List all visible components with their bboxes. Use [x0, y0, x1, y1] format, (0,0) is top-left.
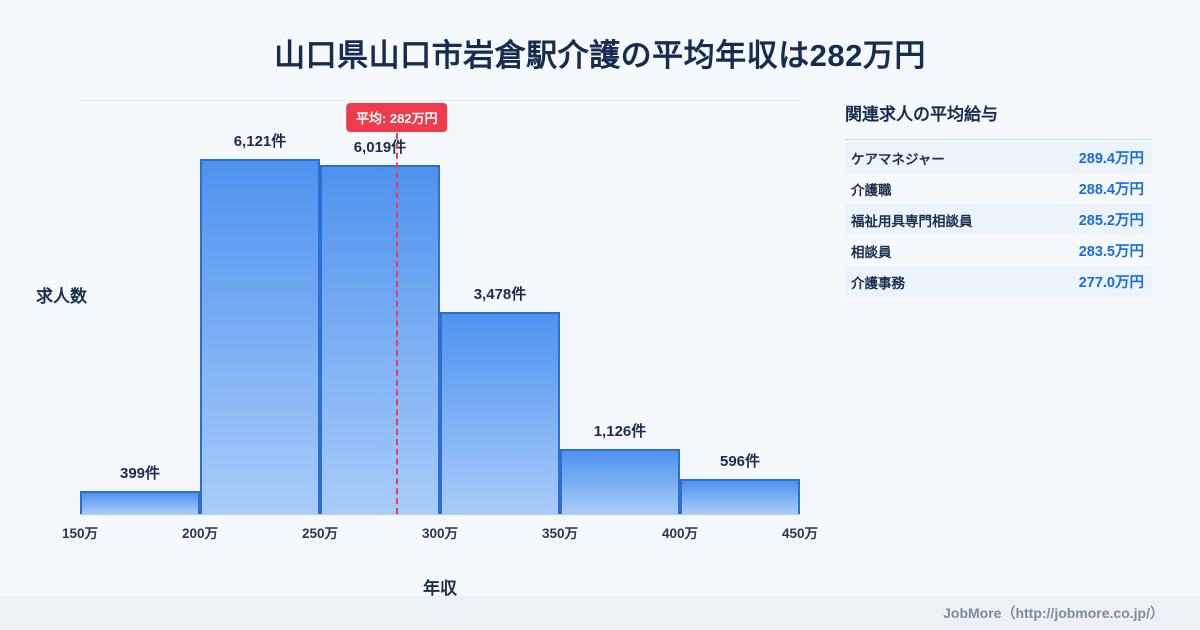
- related-job-name: ケアマネジャー: [851, 151, 945, 167]
- x-axis-ticks: 150万 200万 250万 300万 350万 400万 450万: [62, 514, 818, 544]
- x-tick-label: 300万: [421, 526, 459, 541]
- bar-value-label: 1,126件: [593, 423, 647, 440]
- related-job-value: 277.0万円: [1078, 275, 1144, 291]
- related-job-row: 介護事務 277.0万円: [845, 266, 1152, 297]
- x-tick-label: 450万: [781, 526, 819, 541]
- bar-value-label: 6,121件: [233, 133, 287, 150]
- histogram-plot: 399件 6,121件 6,019件 3,478件 1,126件 596件 平均: 282…: [62, 100, 818, 541]
- panel-divider: [845, 139, 1152, 140]
- histogram-bin: 399件: [80, 101, 200, 514]
- related-jobs-list: ケアマネジャー 289.4万円介護職 288.4万円福祉用具専門相談員 285.2万円…: [845, 142, 1152, 297]
- related-job-row: 福祉用具専門相談員 285.2万円: [845, 204, 1152, 235]
- histogram-bin: 596件: [680, 101, 800, 514]
- histogram-bin: 1,126件: [560, 101, 680, 514]
- histogram-bin: 6,019件: [320, 101, 440, 514]
- bar-value-label: 3,478件: [473, 286, 527, 303]
- histogram-bin: 6,121件: [200, 101, 320, 514]
- related-job-name: 介護事務: [851, 275, 905, 291]
- related-jobs-panel: 関連求人の平均給与 ケアマネジャー 289.4万円介護職 288.4万円福祉用具専門…: [845, 100, 1152, 297]
- average-line: [395, 133, 398, 514]
- related-jobs-title: 関連求人の平均給与: [845, 105, 998, 124]
- bars-container: 399件 6,121件 6,019件 3,478件 1,126件 596件: [80, 101, 800, 514]
- bar-value-label: 399件: [119, 465, 161, 482]
- footer-bar: JobMore（http://jobmore.co.jp/）: [0, 596, 1200, 630]
- footer-credit: JobMore（http://jobmore.co.jp/）: [943, 605, 1164, 621]
- histogram-bar: [560, 449, 680, 514]
- bar-value-label: 596件: [719, 453, 761, 470]
- x-tick-label: 200万: [181, 526, 219, 541]
- histogram-bar: [200, 159, 320, 514]
- related-job-value: 283.5万円: [1078, 244, 1144, 260]
- x-axis-label: 年収: [423, 579, 457, 598]
- histogram-bar: [80, 491, 200, 514]
- x-tick-label: 350万: [541, 526, 579, 541]
- related-job-value: 285.2万円: [1078, 213, 1144, 229]
- page-title: 山口県山口市岩倉駅介護の平均年収は282万円: [274, 38, 926, 73]
- related-job-name: 介護職: [851, 182, 892, 198]
- histogram-bar: [680, 479, 800, 514]
- related-job-row: 相談員 283.5万円: [845, 235, 1152, 266]
- histogram-bar: [440, 312, 560, 514]
- related-job-row: 介護職 288.4万円: [845, 173, 1152, 204]
- x-tick-label: 400万: [661, 526, 699, 541]
- related-job-name: 相談員: [851, 244, 892, 260]
- y-axis-label: 求人数: [36, 287, 87, 306]
- related-job-value: 288.4万円: [1078, 182, 1144, 198]
- related-job-value: 289.4万円: [1078, 151, 1144, 167]
- histogram-bin: 3,478件: [440, 101, 560, 514]
- average-badge: 平均: 282万円: [345, 103, 448, 132]
- x-tick-label: 250万: [301, 526, 339, 541]
- related-job-name: 福祉用具専門相談員: [851, 213, 973, 229]
- bar-value-label: 6,019件: [353, 139, 407, 156]
- x-tick-label: 150万: [61, 526, 99, 541]
- related-job-row: ケアマネジャー 289.4万円: [845, 142, 1152, 173]
- histogram-bar: [320, 165, 440, 514]
